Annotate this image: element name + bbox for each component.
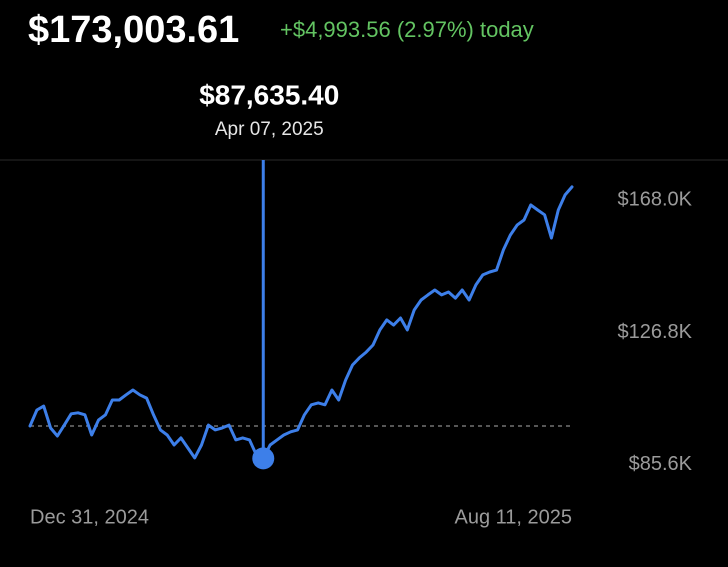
x-tick-label: Dec 31, 2024 [30,506,149,528]
tooltip-date: Apr 07, 2025 [215,119,324,140]
y-tick-label: $126.8K [617,321,692,343]
x-tick-label: Aug 11, 2025 [454,506,572,528]
selected-point [252,447,275,470]
balance: $173,003.61 [28,9,239,51]
tooltip-value: $87,635.40 [199,79,339,110]
y-tick-label: $168.0K [617,188,692,210]
y-tick-label: $85.6K [629,453,693,475]
change-today: +$4,993.56 (2.97%) today [280,17,534,42]
price-line [28,185,574,460]
